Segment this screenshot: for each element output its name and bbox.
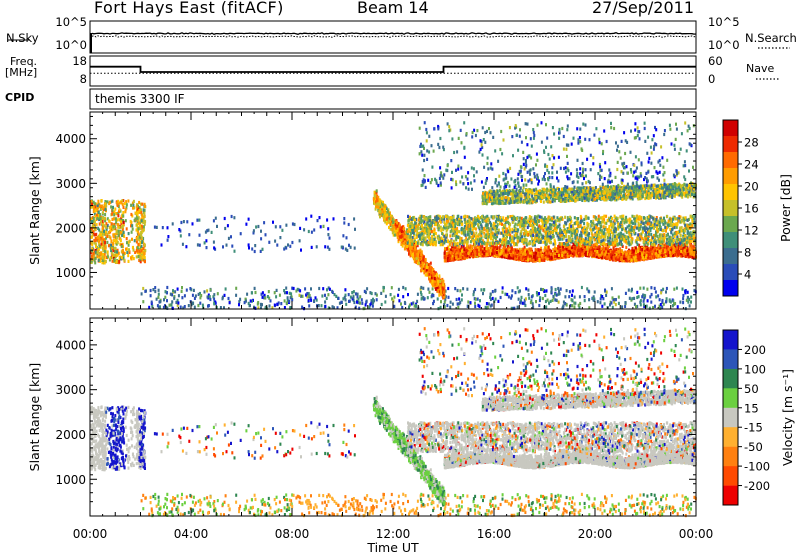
power-colorbar-swatch-1 <box>723 136 738 153</box>
freq-right-tick-bottom: 0 <box>708 72 715 86</box>
velocity-colorbar-swatch-3 <box>723 388 738 408</box>
velocity-panel-ylabel-4000: 4000 <box>55 338 86 352</box>
velocity-colorbar-swatch-6 <box>723 446 738 467</box>
power-panel-ylabel-4000: 4000 <box>55 132 86 146</box>
velocity-colorbar-label: Velocity [m s⁻¹] <box>780 369 795 466</box>
power-panel-ylabel-2000: 2000 <box>55 221 86 235</box>
power-colorbar-tick-label-4: 12 <box>744 224 759 238</box>
velocity-colorbar-swatch-2 <box>723 368 738 389</box>
freq-left-tick-top: 18 <box>72 54 87 68</box>
power-panel-ylabel-1000: 1000 <box>55 266 86 280</box>
velocity-colorbar-tick-label-0: 200 <box>744 343 766 357</box>
noise-left-tick-top: 10^5 <box>55 15 87 29</box>
power-colorbar-swatch-0 <box>723 120 738 137</box>
power-panel-axes: 1000 2000 3000 4000 Slant Range [km] <box>27 111 697 310</box>
station-title: Fort Hays East (fitACF) <box>94 0 284 17</box>
velocity-colorbar-tick-label-7: -200 <box>744 479 770 493</box>
x-tick-label-0: 00:00 <box>73 527 108 541</box>
x-tick-label-2: 08:00 <box>275 527 310 541</box>
series-nsearch <box>91 35 697 38</box>
power-colorbar-tick-label-1: 24 <box>744 158 759 172</box>
power-colorbar-swatch-9 <box>723 264 738 281</box>
velocity-panel-axes: 1000 2000 3000 4000 Slant Range [km] <box>27 317 697 517</box>
velocity-panel-ylabel-2000: 2000 <box>55 428 86 442</box>
power-colorbar-swatch-2 <box>723 152 738 169</box>
power-colorbar-tick-label-0: 28 <box>744 136 759 150</box>
velocity-colorbar-frame <box>722 329 739 506</box>
power-colorbar-swatch-4 <box>723 184 738 201</box>
cpid-label: CPID <box>5 91 34 104</box>
velocity-colorbar-swatch-8 <box>723 485 738 506</box>
velocity-panel-ylabel-1000: 1000 <box>55 473 86 487</box>
velocity-colorbar-tick-label-6: -100 <box>744 460 770 474</box>
freq-label: Freq. <box>10 55 37 68</box>
power-colorbar-swatch-5 <box>723 200 738 217</box>
power-colorbar-tick-label-6: 4 <box>744 268 751 282</box>
x-axis-label: Time UT <box>366 540 419 554</box>
x-tick-label-4: 16:00 <box>477 527 512 541</box>
power-colorbar-swatch-3 <box>723 168 738 185</box>
velocity-colorbar-swatch-7 <box>723 466 738 486</box>
nave-label: Nave <box>746 62 774 75</box>
power-colorbar-swatch-6 <box>723 216 738 233</box>
velocity-colorbar-swatch-4 <box>723 407 738 428</box>
power-colorbar-tick-label-2: 20 <box>744 180 759 194</box>
cpid-text: themis 3300 IF <box>95 92 185 106</box>
velocity-colorbar-swatch-1 <box>723 349 738 370</box>
velocity-colorbar: 200 100 50 15 -15 -50 -100 -200 Velocity [m s⁻¹] <box>722 329 795 506</box>
power-colorbar-swatch-7 <box>723 232 738 249</box>
power-colorbar-swatch-8 <box>723 248 738 265</box>
velocity-heatmap <box>90 327 697 518</box>
velocity-colorbar-tick-label-3: 15 <box>744 401 759 415</box>
power-colorbar-tick-label-3: 16 <box>744 202 759 216</box>
velocity-colorbar-swatch-0 <box>723 330 738 350</box>
velocity-colorbar-tick-label-5: -50 <box>744 440 763 454</box>
velocity-colorbar-tick-label-4: -15 <box>744 421 763 435</box>
power-colorbar-label: Power [dB] <box>778 174 793 242</box>
x-tick-label-1: 04:00 <box>174 527 209 541</box>
x-tick-label-3: 12:00 <box>376 527 411 541</box>
date-title: 27/Sep/2011 <box>592 0 694 17</box>
nsky-label: N.Sky <box>6 31 39 45</box>
power-panel-ylabel-3000: 3000 <box>55 177 86 191</box>
beam-title: Beam 14 <box>357 0 429 17</box>
series-nsky <box>91 32 697 36</box>
x-tick-label-6: 00:00 <box>679 527 714 541</box>
noise-panel-frame <box>89 20 697 54</box>
nsearch-label: N.Search <box>745 31 797 45</box>
velocity-panel-ylabel: Slant Range [km] <box>27 363 42 472</box>
freq-left-tick-bottom: 8 <box>80 72 87 86</box>
freq-panel-frame <box>89 55 697 87</box>
power-panel-ylabel: Slant Range [km] <box>27 156 42 265</box>
velocity-colorbar-tick-label-1: 100 <box>744 362 766 376</box>
power-colorbar-tick-label-5: 8 <box>744 246 751 260</box>
power-colorbar-swatch-10 <box>723 280 738 297</box>
freq-unit-label: [MHz] <box>5 66 37 79</box>
power-colorbar: 28 24 20 16 12 8 4 Power [dB] <box>722 119 793 297</box>
velocity-panel-ylabel-3000: 3000 <box>55 383 86 397</box>
cpid-panel-frame <box>89 88 697 110</box>
power-heatmap <box>90 121 697 311</box>
series-freq <box>90 65 696 73</box>
x-tick-label-5: 20:00 <box>578 527 613 541</box>
noise-right-tick-bottom: 10^0 <box>708 38 740 52</box>
noise-left-tick-bottom: 10^0 <box>55 38 87 52</box>
velocity-panel-frame <box>89 317 697 517</box>
velocity-colorbar-swatch-5 <box>723 427 738 447</box>
power-panel-frame <box>89 111 697 310</box>
velocity-colorbar-tick-label-2: 50 <box>744 382 759 396</box>
noise-right-tick-top: 10^5 <box>708 15 740 29</box>
freq-right-tick-top: 60 <box>708 54 723 68</box>
